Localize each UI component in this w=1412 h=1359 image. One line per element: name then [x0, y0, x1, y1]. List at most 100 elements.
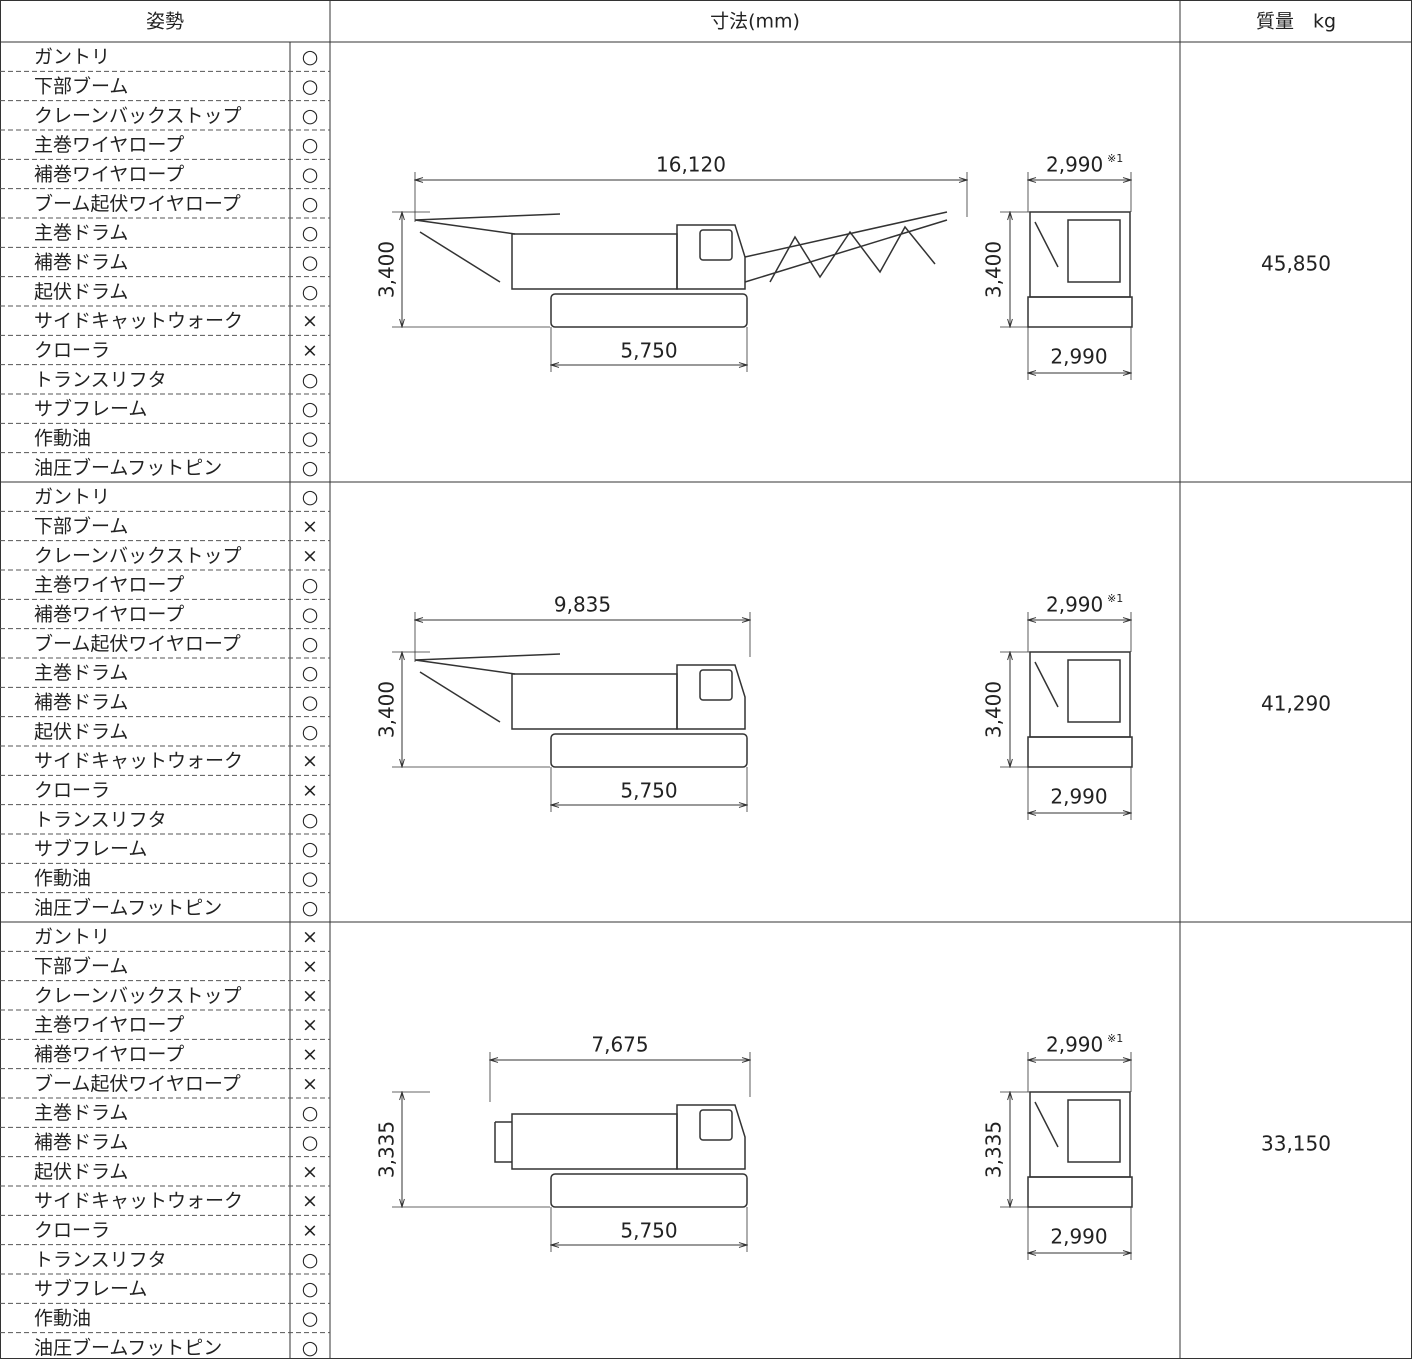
dimension-value: 3,335 — [982, 1121, 1006, 1178]
item-mark: ○ — [302, 1278, 319, 1300]
item-mark: × — [302, 340, 318, 362]
rear-crawler — [1027, 1176, 1133, 1208]
item-mark: ○ — [302, 164, 319, 186]
item-mark: ○ — [302, 428, 319, 450]
item-mark: ○ — [302, 457, 319, 479]
item-label: 補巻ワイヤロープ — [34, 604, 184, 626]
crawler — [550, 1173, 748, 1208]
item-label: 作動油 — [34, 428, 91, 450]
gantry — [414, 213, 561, 283]
dimension-value: 3,335 — [375, 1121, 399, 1178]
crane-rear-view — [1027, 651, 1133, 768]
dimension-value: 16,120 — [656, 153, 726, 177]
item-mark: ○ — [302, 1308, 319, 1330]
item-mark: ○ — [302, 574, 319, 596]
dimension-value: 2,990 — [1050, 1225, 1107, 1249]
item-label: クローラ — [34, 780, 110, 802]
item-label: 作動油 — [34, 868, 91, 890]
item-mark: ○ — [302, 281, 319, 303]
item-mark: ○ — [302, 134, 319, 156]
item-label: サイドキャットウォーク — [34, 310, 243, 332]
item-label: 主巻ワイヤロープ — [34, 1014, 184, 1036]
rear-detail — [1034, 1099, 1121, 1163]
item-mark: × — [302, 926, 318, 948]
item-mark: × — [302, 1044, 318, 1066]
item-mark: × — [302, 1161, 318, 1183]
item-mark: ○ — [302, 868, 319, 890]
cab-window — [699, 1109, 733, 1141]
item-label: 起伏ドラム — [34, 721, 128, 743]
footnote-mark: ※1 — [1107, 592, 1123, 605]
dimension-value: 7,675 — [591, 1033, 648, 1057]
item-label: サブフレーム — [34, 837, 147, 860]
item-label: サイドキャットウォーク — [34, 750, 243, 772]
cab — [676, 664, 746, 730]
item-label: トランスリフタ — [34, 369, 167, 391]
dimension-value: 2,990 — [1046, 1033, 1103, 1057]
item-mark: × — [302, 985, 318, 1007]
item-label: 作動油 — [34, 1308, 91, 1330]
mass-value: 33,150 — [1261, 1132, 1331, 1156]
item-label: ブーム起伏ワイヤロープ — [34, 632, 241, 655]
gantry — [414, 653, 561, 723]
upper-body — [511, 1113, 678, 1170]
item-label: 補巻ワイヤロープ — [34, 164, 184, 186]
item-label: クローラ — [34, 340, 110, 362]
cab — [676, 224, 746, 290]
upper-body — [511, 673, 678, 730]
item-mark: ○ — [302, 838, 319, 860]
cab-window — [699, 229, 733, 261]
item-mark: ○ — [302, 1249, 319, 1271]
cab-window — [699, 669, 733, 701]
rear-frame — [494, 1121, 512, 1163]
item-label: 油圧ブームフットピン — [34, 1336, 222, 1359]
item-label: 油圧ブームフットピン — [34, 456, 222, 479]
item-label: 補巻ドラム — [34, 1132, 128, 1154]
item-label: 主巻ドラム — [34, 1102, 128, 1124]
dimension-value: 2,990 — [1046, 593, 1103, 617]
item-mark: ○ — [302, 398, 319, 420]
item-mark: × — [302, 1220, 318, 1242]
item-label: サイドキャットウォーク — [34, 1190, 243, 1212]
dimension-value: 2,990 — [1050, 345, 1107, 369]
crane-side-view — [414, 653, 748, 768]
header-cell: 寸法(mm) — [710, 11, 800, 33]
crane-side-view — [494, 1104, 748, 1208]
item-label: 補巻ワイヤロープ — [34, 1044, 184, 1066]
item-mark: × — [302, 310, 318, 332]
item-mark: ○ — [302, 105, 319, 127]
item-label: トランスリフタ — [34, 809, 167, 831]
dimension-value: 3,400 — [375, 681, 399, 738]
boom — [744, 211, 948, 283]
rear-body — [1029, 211, 1131, 298]
crane-rear-view — [1027, 211, 1133, 328]
item-mark: × — [302, 516, 318, 538]
item-label: 起伏ドラム — [34, 1161, 128, 1183]
item-label: クローラ — [34, 1220, 110, 1242]
item-mark: × — [302, 780, 318, 802]
item-label: 下部ブーム — [34, 75, 128, 98]
crawler — [550, 293, 748, 328]
rear-body — [1029, 1091, 1131, 1178]
crane-side-view — [414, 211, 948, 328]
item-mark: ○ — [302, 633, 319, 655]
header-cell: 質量 kg — [1256, 11, 1336, 33]
dimension-value: 3,400 — [375, 241, 399, 298]
item-label: ガントリ — [34, 926, 110, 948]
item-label: サブフレーム — [34, 397, 147, 420]
item-label: 起伏ドラム — [34, 281, 128, 303]
item-mark: × — [302, 1190, 318, 1212]
item-label: 主巻ドラム — [34, 222, 128, 244]
item-mark: ○ — [302, 369, 319, 391]
crawler — [550, 733, 748, 768]
item-mark: ○ — [302, 604, 319, 626]
upper-body — [511, 233, 678, 290]
mass-value: 45,850 — [1261, 252, 1331, 276]
item-mark: ○ — [302, 193, 319, 215]
item-mark: ○ — [302, 76, 319, 98]
item-label: ブーム起伏ワイヤロープ — [34, 1072, 241, 1095]
rear-crawler — [1027, 296, 1133, 328]
rear-body — [1029, 651, 1131, 738]
item-label: 主巻ワイヤロープ — [34, 134, 184, 156]
item-label: トランスリフタ — [34, 1249, 167, 1271]
